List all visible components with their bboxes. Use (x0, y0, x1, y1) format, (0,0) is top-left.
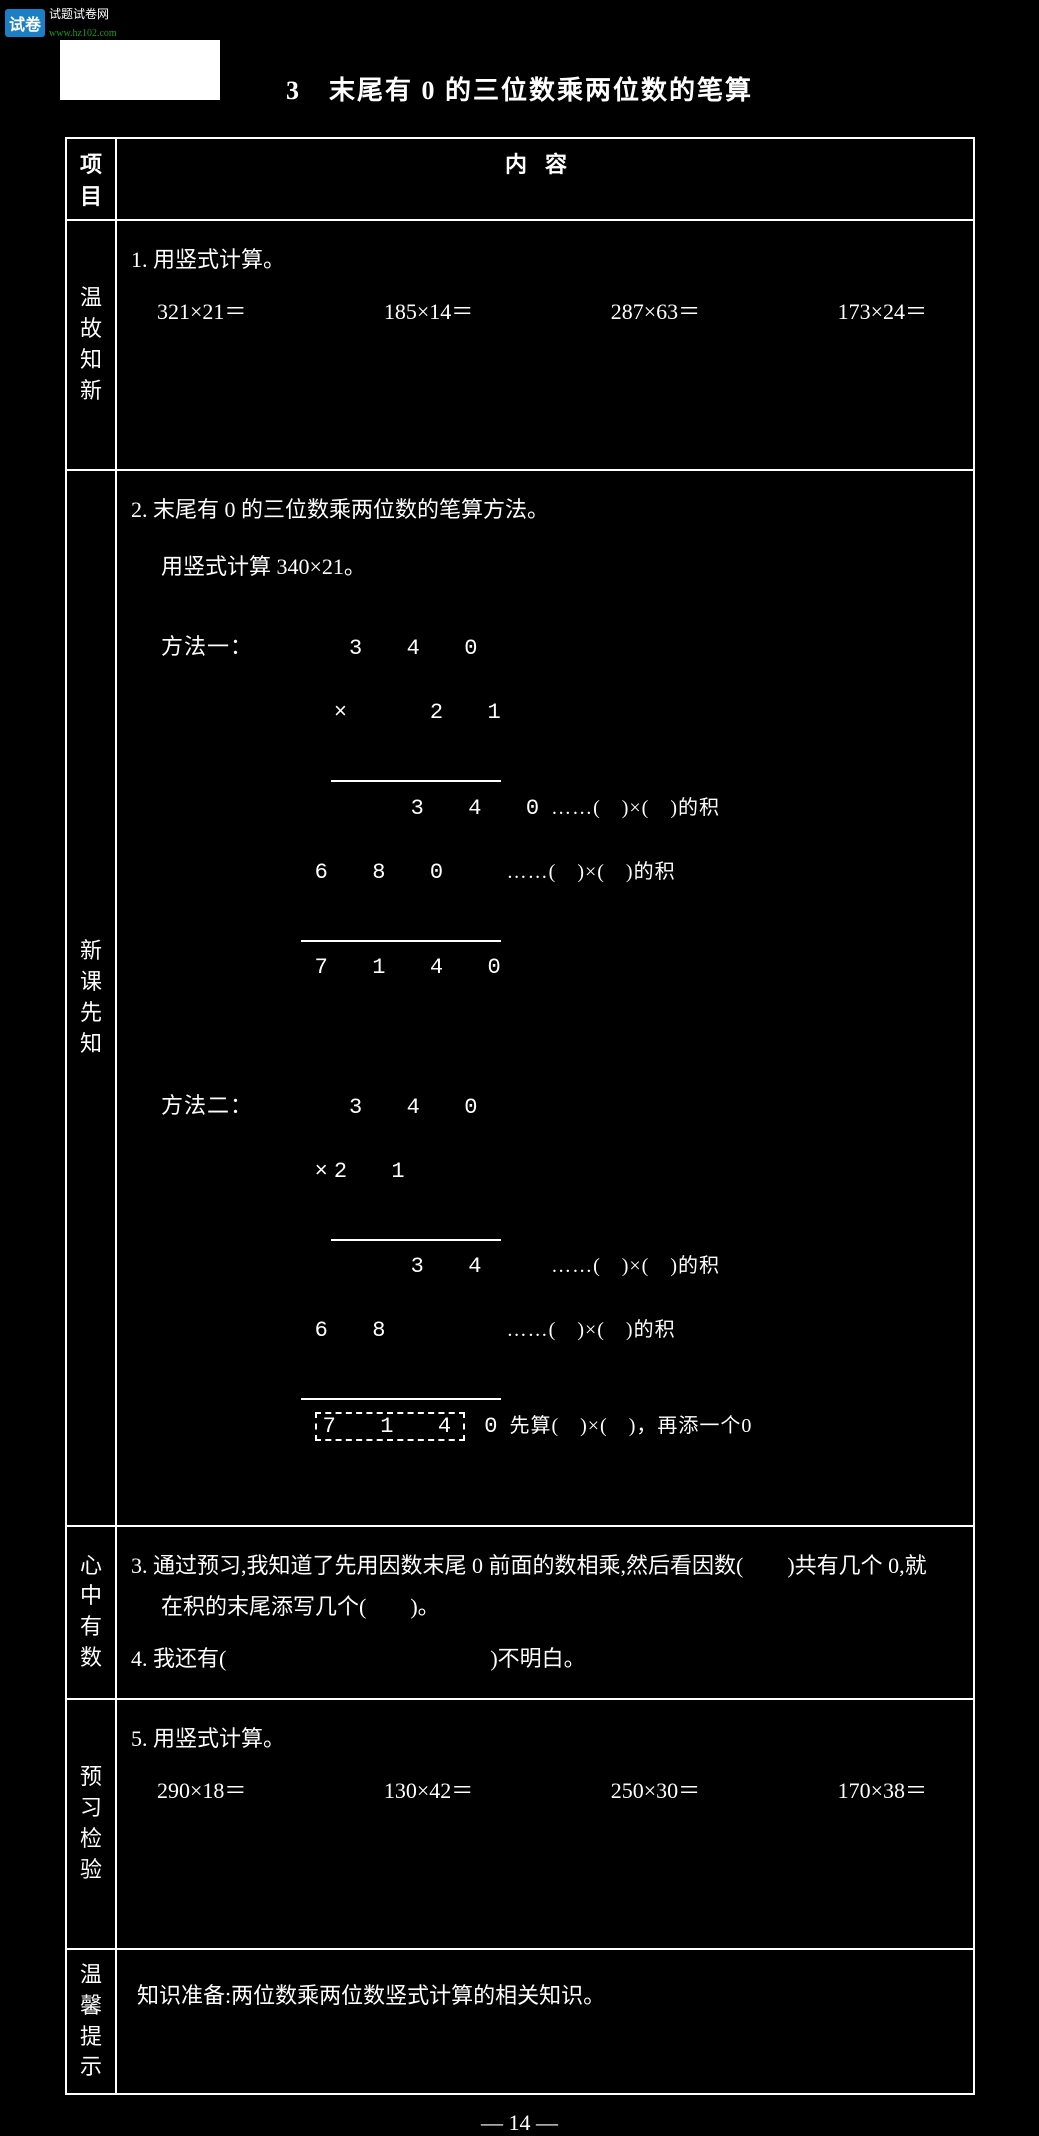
expr: 287×63＝ (611, 291, 700, 333)
main-table: 项目 内容 温故知新 1. 用竖式计算。 321×21＝ 185×14＝ 287… (65, 137, 975, 2095)
m2-l3: 3 4 (372, 1254, 545, 1279)
row-new-label: 新课先知 (66, 470, 116, 1526)
row-summary: 心中有数 3. 通过预习,我知道了先用因数末尾 0 前面的数相乘,然后看因数( … (66, 1526, 974, 1699)
page-number: — 14 — (0, 2110, 1039, 2136)
m2-l3-note: ……( )×( )的积 (545, 1255, 720, 1277)
table-header-row: 项目 内容 (66, 138, 974, 220)
row-review-content: 1. 用竖式计算。 321×21＝ 185×14＝ 287×63＝ 173×24… (116, 220, 974, 470)
m2-label: 方法二： (161, 1093, 253, 1118)
row-summary-label: 心中有数 (66, 1526, 116, 1699)
m2-l4: 6 8 (315, 1318, 507, 1343)
expr: 170×38＝ (838, 1770, 927, 1812)
method2-block: 方法二： 3 4 0 ×2 1 3 4 ……( )×( )的积 6 8 ……( … (131, 1058, 953, 1506)
q4-text: 4. 我还有( )不明白。 (131, 1638, 953, 1680)
header-left: 项目 (66, 138, 116, 220)
row-tip: 温馨提示 知识准备:两位数乘两位数竖式计算的相关知识。 (66, 1949, 974, 2094)
m2-l5-box: 7 1 4 (315, 1412, 465, 1441)
row-review-label: 温故知新 (66, 220, 116, 470)
page-title: 3 末尾有 0 的三位数乘两位数的笔算 (0, 70, 1039, 107)
row-tip-label: 温馨提示 (66, 1949, 116, 2094)
rule-icon (301, 1398, 501, 1400)
m1-l4-note: ……( )×( )的积 (507, 861, 676, 883)
rule-icon (331, 1239, 501, 1241)
page-content: 3 末尾有 0 的三位数乘两位数的笔算 项目 内容 温故知新 1. 用竖式计算。… (0, 0, 1039, 2136)
expr: 290×18＝ (157, 1770, 246, 1812)
row-summary-content: 3. 通过预习,我知道了先用因数末尾 0 前面的数相乘,然后看因数( )共有几个… (116, 1526, 974, 1699)
row-new: 新课先知 2. 末尾有 0 的三位数乘两位数的笔算方法。 用竖式计算 340×2… (66, 470, 974, 1526)
q2-sub: 用竖式计算 340×21。 (131, 546, 953, 588)
q5-exprs: 290×18＝ 130×42＝ 250×30＝ 170×38＝ (131, 1760, 953, 1812)
expr: 185×14＝ (384, 291, 473, 333)
m1-l2: × 2 1 (334, 700, 507, 725)
m2-l1: 3 4 0 (311, 1095, 484, 1120)
tip-text: 知识准备:两位数乘两位数竖式计算的相关知识。 (137, 1975, 953, 2017)
m1-label: 方法一： (161, 634, 253, 659)
row-review: 温故知新 1. 用竖式计算。 321×21＝ 185×14＝ 287×63＝ 1… (66, 220, 974, 470)
m1-l1: 3 4 0 (311, 636, 484, 661)
row-tip-content: 知识准备:两位数乘两位数竖式计算的相关知识。 (116, 1949, 974, 2094)
m1-l3-note: ……( )×( )的积 (545, 797, 720, 819)
m1-l3: 3 4 0 (372, 796, 545, 821)
expr: 250×30＝ (611, 1770, 700, 1812)
m1-l4: 6 8 0 (315, 860, 507, 885)
q1-text: 1. 用竖式计算。 (131, 239, 953, 281)
q3b-text: 在积的末尾添写几个( )。 (131, 1586, 953, 1628)
q5-text: 5. 用竖式计算。 (131, 1718, 953, 1760)
q3-text: 3. 通过预习,我知道了先用因数末尾 0 前面的数相乘,然后看因数( )共有几个… (131, 1545, 953, 1587)
m2-l4-note: ……( )×( )的积 (507, 1319, 676, 1341)
row-new-content: 2. 末尾有 0 的三位数乘两位数的笔算方法。 用竖式计算 340×21。 方法… (116, 470, 974, 1526)
row-test: 预习检验 5. 用竖式计算。 290×18＝ 130×42＝ 250×30＝ 1… (66, 1699, 974, 1949)
row-test-label: 预习检验 (66, 1699, 116, 1949)
expr: 130×42＝ (384, 1770, 473, 1812)
m2-l5-note: 先算( )×( )，再添一个0 (503, 1415, 752, 1437)
expr: 321×21＝ (157, 291, 246, 333)
m2-l5-rest: 0 (465, 1414, 503, 1439)
expr: 173×24＝ (838, 291, 927, 333)
row-test-content: 5. 用竖式计算。 290×18＝ 130×42＝ 250×30＝ 170×38… (116, 1699, 974, 1949)
method1-block: 方法一： 3 4 0 × 2 1 3 4 0 ……( )×( )的积 6 8 0… (131, 600, 953, 1048)
q2-text: 2. 末尾有 0 的三位数乘两位数的笔算方法。 (131, 489, 953, 531)
q1-exprs: 321×21＝ 185×14＝ 287×63＝ 173×24＝ (131, 281, 953, 333)
rule-icon (301, 940, 501, 942)
rule-icon (331, 780, 501, 782)
m1-l5: 7 1 4 0 (315, 955, 507, 980)
m2-l2: ×2 1 (315, 1159, 411, 1184)
header-right: 内容 (116, 138, 974, 220)
